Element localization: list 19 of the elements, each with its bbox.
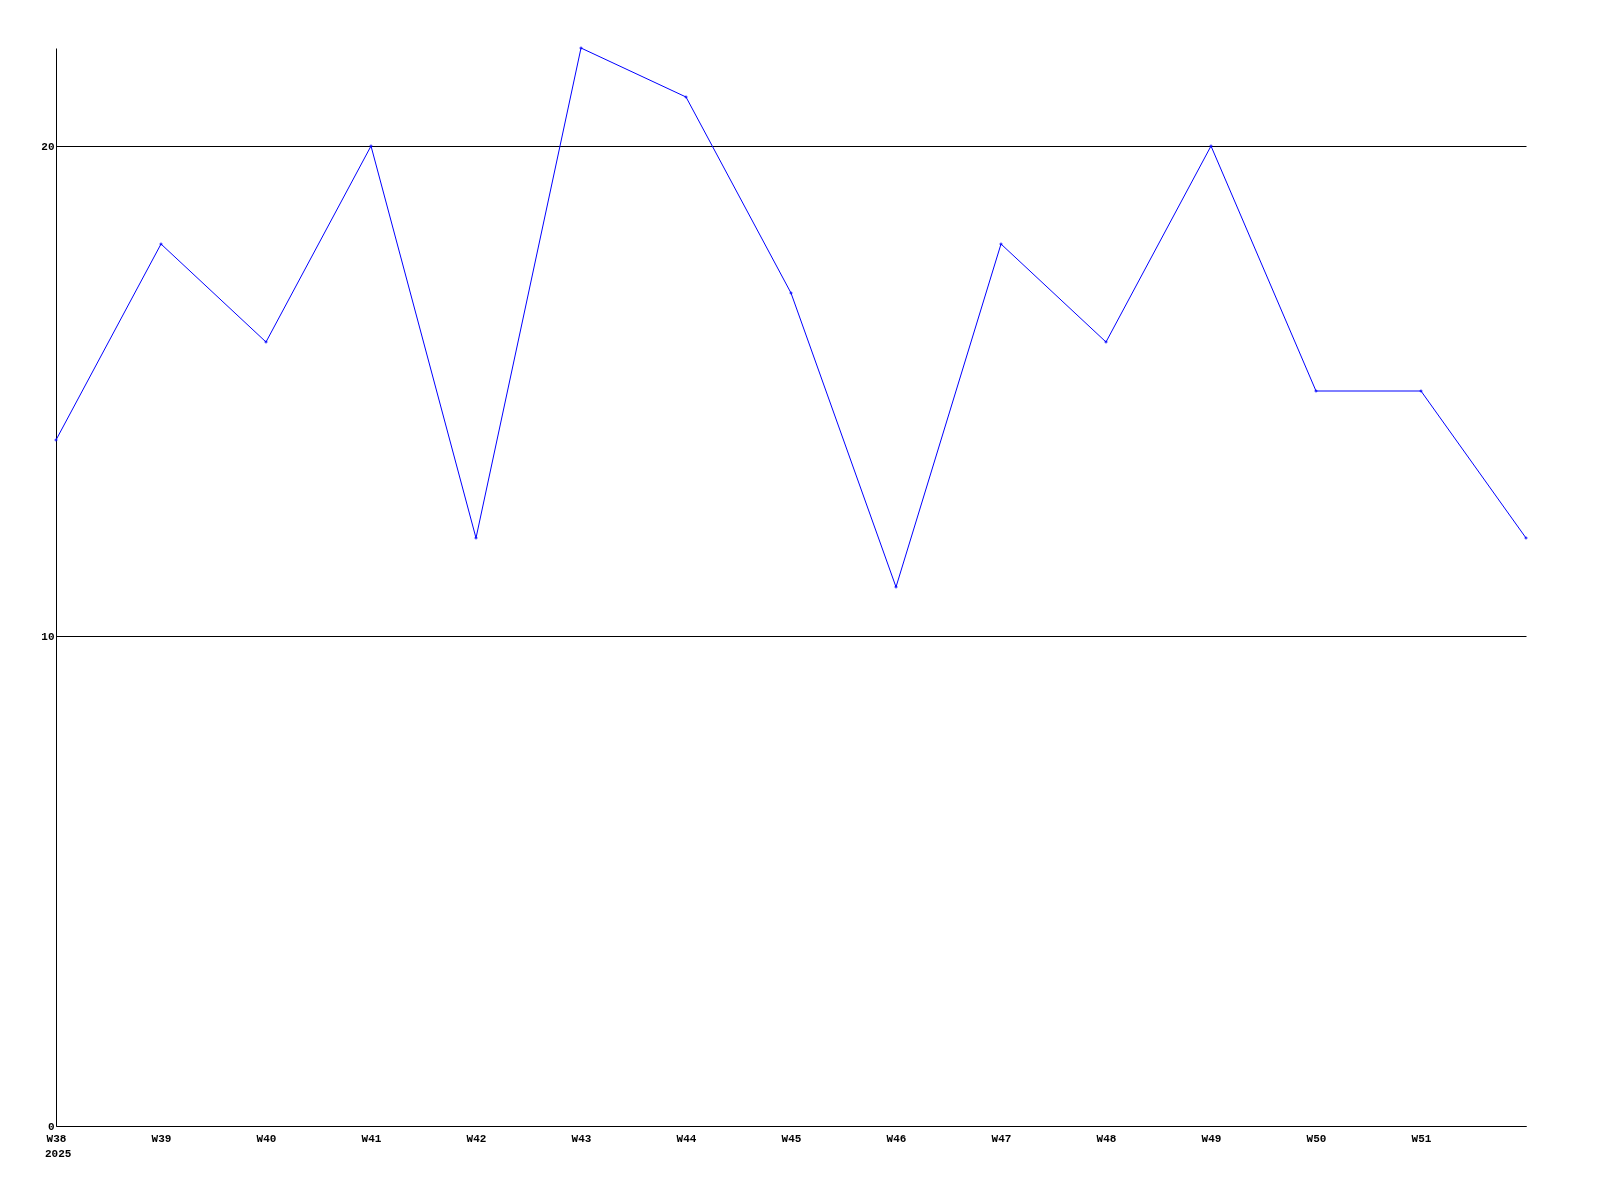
x-tick-label: W45	[781, 1132, 802, 1145]
x-tick-label: W48	[1096, 1132, 1117, 1145]
x-tick-label: W47	[991, 1132, 1012, 1145]
y-tick-label: 10	[41, 630, 55, 643]
x-tick-label: W41	[361, 1132, 382, 1145]
y-tick-label: 0	[47, 1120, 55, 1133]
x-tick-label: W40	[256, 1132, 277, 1145]
x-tick-label: W50	[1306, 1132, 1327, 1145]
x-tick-label: W39	[151, 1132, 172, 1145]
y-tick-label: 20	[41, 140, 55, 153]
x-tick-label: W43	[571, 1132, 592, 1145]
x-tick-label: W46	[886, 1132, 907, 1145]
line-series	[54, 46, 1528, 589]
x-tick-label: W42	[466, 1132, 487, 1145]
x-tick-label: W49	[1201, 1132, 1222, 1145]
x-tick-label: W44	[676, 1132, 697, 1145]
x-tick-label: W38	[46, 1132, 67, 1145]
text: 2025	[45, 1148, 72, 1160]
x-tick-label: W51	[1411, 1132, 1432, 1145]
